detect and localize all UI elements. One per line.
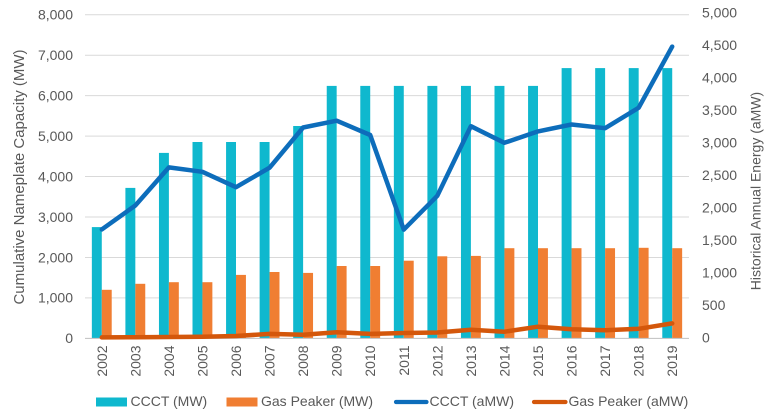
svg-text:1,000: 1,000 — [38, 290, 73, 306]
svg-text:2004: 2004 — [161, 345, 177, 376]
svg-text:CCCT (aMW): CCCT (aMW) — [430, 393, 515, 409]
svg-text:0: 0 — [65, 330, 73, 346]
svg-text:0: 0 — [702, 329, 710, 345]
svg-text:500: 500 — [702, 297, 726, 313]
svg-text:4,000: 4,000 — [702, 69, 737, 85]
svg-text:1,500: 1,500 — [702, 232, 737, 248]
svg-text:4,500: 4,500 — [702, 37, 737, 53]
svg-text:1,000: 1,000 — [702, 264, 737, 280]
svg-text:2009: 2009 — [329, 345, 345, 376]
svg-text:2019: 2019 — [664, 345, 680, 376]
svg-text:2010: 2010 — [362, 345, 378, 376]
svg-text:2007: 2007 — [262, 345, 278, 376]
svg-text:3,000: 3,000 — [38, 209, 73, 225]
svg-text:8,000: 8,000 — [38, 7, 73, 23]
svg-text:2017: 2017 — [597, 345, 613, 376]
svg-text:2012: 2012 — [429, 345, 445, 376]
svg-text:2011: 2011 — [396, 345, 412, 375]
svg-text:2013: 2013 — [463, 345, 479, 376]
svg-text:CCCT (MW): CCCT (MW) — [131, 393, 208, 409]
svg-text:2006: 2006 — [228, 345, 244, 376]
svg-text:2002: 2002 — [94, 345, 110, 376]
svg-text:Historical Annual Energy (aMW): Historical Annual Energy (aMW) — [748, 92, 764, 290]
svg-text:2015: 2015 — [530, 345, 546, 376]
svg-text:5,000: 5,000 — [38, 128, 73, 144]
svg-text:Cumulative Nameplate Capacity: Cumulative Nameplate Capacity (MW) — [11, 49, 28, 304]
svg-text:Gas Peaker (aMW): Gas Peaker (aMW) — [569, 393, 689, 409]
svg-text:5,000: 5,000 — [702, 4, 737, 20]
svg-text:2005: 2005 — [194, 345, 210, 376]
svg-text:2,500: 2,500 — [702, 167, 737, 183]
svg-text:4,000: 4,000 — [38, 168, 73, 184]
svg-text:2014: 2014 — [496, 345, 512, 376]
svg-text:6,000: 6,000 — [38, 87, 73, 103]
svg-text:2016: 2016 — [564, 345, 580, 376]
svg-text:7,000: 7,000 — [38, 47, 73, 63]
svg-text:2018: 2018 — [631, 345, 647, 376]
svg-text:3,500: 3,500 — [702, 102, 737, 118]
svg-text:3,000: 3,000 — [702, 134, 737, 150]
svg-text:2,000: 2,000 — [38, 249, 73, 265]
svg-text:2,000: 2,000 — [702, 199, 737, 215]
svg-text:2003: 2003 — [127, 345, 143, 376]
svg-text:Gas Peaker (MW): Gas Peaker (MW) — [261, 393, 373, 409]
svg-text:2008: 2008 — [295, 345, 311, 376]
